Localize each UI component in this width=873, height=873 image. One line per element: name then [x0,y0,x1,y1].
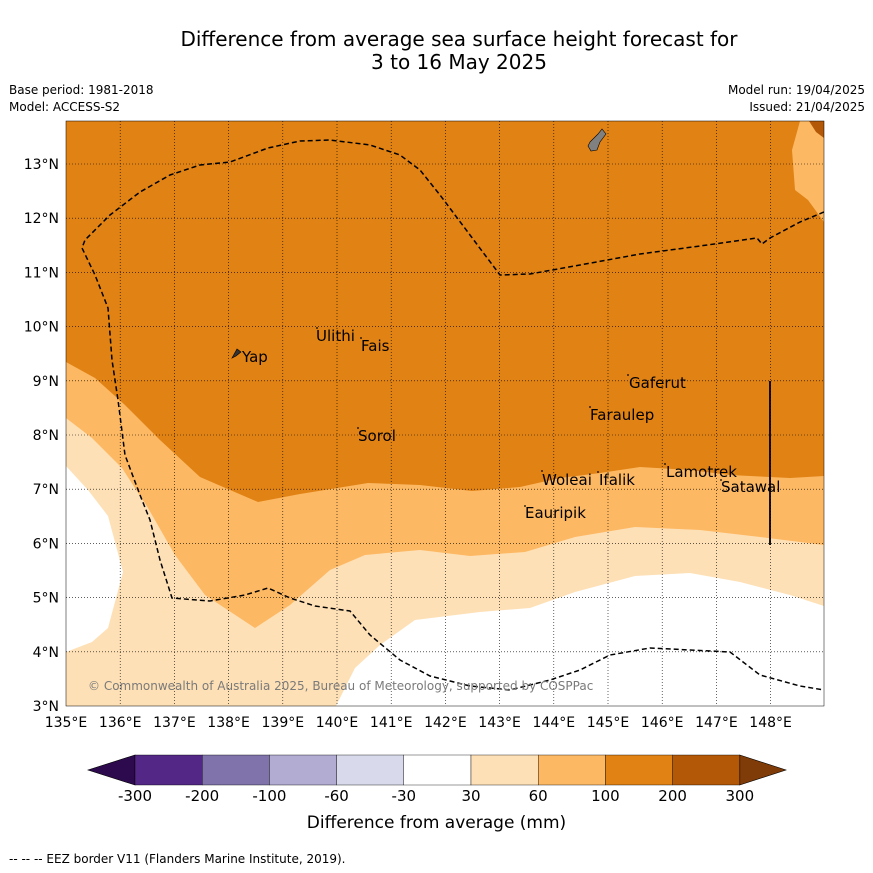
colorbar-title: Difference from average (mm) [306,813,567,833]
colorbar [87,754,787,786]
colorbar-tick-label: 300 [725,787,755,805]
colorbar-tick-label: -30 [391,787,417,805]
band-200-300-ne [809,121,824,138]
chart-title: Difference from average sea surface heig… [0,28,873,74]
lon-tick-label: 136°E [99,715,142,731]
island-marker [597,471,599,473]
colorbar-swatch [605,754,673,786]
place-label-gaferut: Gaferut [629,374,686,392]
colorbar-tick-label: 30 [461,787,481,805]
colorbar-tick-label: 60 [528,787,548,805]
lon-tick-label: 145°E [587,715,630,731]
lat-tick-label: 13°N [24,157,59,173]
place-label-lamotrek: Lamotrek [666,463,737,481]
lat-tick-label: 10°N [24,320,59,336]
lon-tick-label: 135°E [45,715,88,731]
title-line-2: 3 to 16 May 2025 [371,50,547,74]
colorbar-swatch [134,754,203,786]
place-label-ulithi: Ulithi [316,327,355,345]
colorbar-swatch [201,754,270,786]
footer-note: -- -- -- EEZ border V11 (Flanders Marine… [9,852,346,866]
colorbar-tick-label: -100 [252,787,287,805]
lat-tick-label: 8°N [33,428,59,444]
colorbar-swatch [336,754,405,786]
colorbar-swatch [538,754,606,786]
colorbar-swatch [403,754,472,786]
island-marker [360,337,362,339]
eez-border [81,139,824,691]
map-plot-area: Ulithi Fais Yap Gaferut Faraulep Sorol Woleai I… [66,121,824,706]
place-label-eauripik: Eauripik [525,504,586,522]
colorbar-swatch [672,754,740,786]
plot-frame [65,120,825,707]
colorbar-tick-label: -200 [185,787,220,805]
lon-tick-label: 138°E [207,715,250,731]
place-label-satawal: Satawal [721,478,780,496]
place-label-fais: Fais [361,337,390,355]
lat-tick-label: 12°N [24,211,59,227]
model-name: Model: ACCESS-S2 [9,100,121,114]
lon-tick-label: 143°E [478,715,521,731]
yap-island [231,348,242,359]
lon-tick-label: 146°E [641,715,684,731]
island-marker [524,505,526,507]
colorbar-swatch [470,754,539,786]
lat-tick-label: 11°N [24,265,59,281]
place-label-woleai: Woleai [542,471,592,489]
lon-tick-label: 144°E [533,715,576,731]
lat-tick-label: 4°N [33,645,59,661]
meta-left: Base period: 1981-2018 Model: ACCESS-S2 [9,82,154,116]
axis-ticks: 135°E 136°E 137°E 138°E 139°E 140°E 141°E 142°E… [24,157,792,731]
place-label-yap: Yap [241,348,268,366]
colorbar-tick-label: 200 [658,787,687,805]
lat-tick-label: 5°N [33,591,59,607]
island-marker [627,374,629,376]
colorbar-tick-label: -300 [117,787,153,805]
colorbar-extend-low [87,754,136,786]
meta-right: Model run: 19/04/2025 Issued: 21/04/2025 [728,82,865,116]
lon-tick-label: 148°E [749,715,792,731]
model-run: Model run: 19/04/2025 [727,83,865,97]
lon-tick-label: 147°E [695,715,738,731]
copyright-notice: © Commonwealth of Australia 2025, Bureau… [88,679,593,693]
island-marker [589,406,591,408]
place-labels: Ulithi Fais Yap Gaferut Faraulep Sorol Woleai I… [241,327,780,522]
title-line-1: Difference from average sea surface heig… [180,27,738,51]
lon-tick-label: 142°E [424,715,467,731]
island-marker [316,327,318,329]
lat-tick-label: 3°N [33,699,59,715]
colorbar-swatch [269,754,337,786]
band-60-100-ne [792,121,824,222]
place-label-faraulep: Faraulep [590,406,654,424]
island-marker [664,463,666,465]
lon-tick-label: 137°E [153,715,196,731]
guam-island [587,128,607,152]
island-marker [720,479,722,481]
band-neutral [66,466,123,652]
band-neutral-south [336,573,824,706]
base-period: Base period: 1981-2018 [9,83,154,97]
colorbar-tick-label: 100 [591,787,620,805]
lon-tick-label: 140°E [316,715,359,731]
island-marker [541,470,543,472]
lat-tick-label: 9°N [33,374,59,390]
lon-tick-label: 139°E [262,715,305,731]
gridlines [66,121,824,706]
lat-tick-label: 6°N [33,536,59,552]
island-marker [357,427,359,429]
issued-date: Issued: 21/04/2025 [749,100,865,114]
lat-tick-label: 7°N [33,482,59,498]
place-label-sorol: Sorol [358,427,396,445]
colorbar-tick-label: -60 [324,787,349,805]
place-label-ifalik: Ifalik [599,471,635,489]
lon-tick-label: 141°E [370,715,413,731]
colorbar-extend-high [739,754,787,786]
